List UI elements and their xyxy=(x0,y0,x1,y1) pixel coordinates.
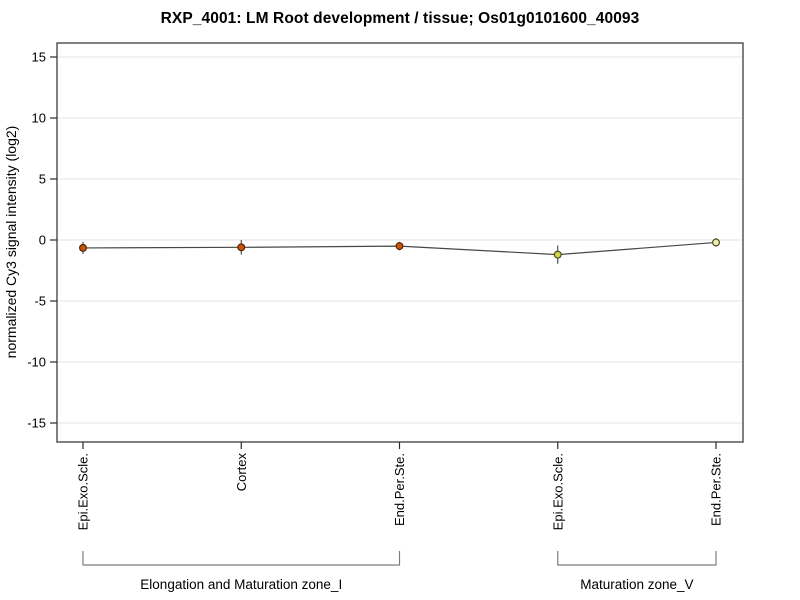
y-tick-label: 0 xyxy=(39,233,46,248)
x-tick-label: End.Per.Ste. xyxy=(709,453,724,526)
data-point xyxy=(553,250,562,259)
data-point xyxy=(237,243,246,252)
x-tick-label: Cortex xyxy=(234,453,249,492)
x-tick-label: End.Per.Ste. xyxy=(392,453,407,526)
group-bracket xyxy=(557,551,717,566)
chart-title: RXP_4001: LM Root development / tissue; … xyxy=(160,10,640,27)
data-point xyxy=(711,238,720,247)
x-tick-label: Epi.Exo.Scle. xyxy=(76,453,91,530)
data-point xyxy=(78,243,87,252)
y-tick-label: 15 xyxy=(32,50,46,65)
group-label: Maturation zone_V xyxy=(580,577,693,592)
plot-layer: 15 10 5 0 -5 -10 -15 Epi.Exo.Scle. Cortex End.Per… xyxy=(27,42,744,592)
data-point xyxy=(395,242,404,251)
x-tick-label: Epi.Exo.Scle. xyxy=(550,453,565,530)
group-bracket xyxy=(82,551,401,566)
group-label: Elongation and Maturation zone_I xyxy=(140,577,342,592)
y-axis-title: normalized Cy3 signal intensity (log2) xyxy=(3,126,19,359)
y-tick-label: -5 xyxy=(34,294,46,309)
y-tick-label: 5 xyxy=(39,172,46,187)
y-tick-label: -15 xyxy=(27,416,46,431)
y-tick-label: -10 xyxy=(27,355,46,370)
y-tick-label: 10 xyxy=(32,111,46,126)
